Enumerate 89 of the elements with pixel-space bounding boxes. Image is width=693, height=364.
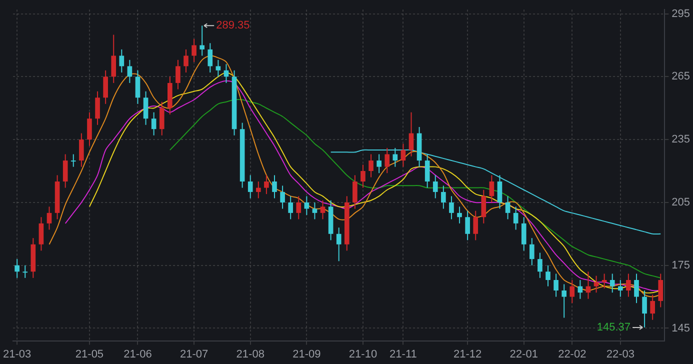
x-tick-label: 22-02 xyxy=(558,348,586,360)
candlestick xyxy=(376,154,382,174)
candlestick xyxy=(449,196,454,220)
candlestick xyxy=(642,290,647,328)
candlestick xyxy=(594,275,599,294)
candlestick xyxy=(111,34,116,84)
candlestick xyxy=(22,264,28,278)
candlestick xyxy=(546,264,550,287)
candlestick xyxy=(360,164,366,188)
candlestick xyxy=(280,185,285,210)
candlestick xyxy=(38,216,44,252)
candlestick xyxy=(143,90,148,126)
x-tick-label: 21-05 xyxy=(75,348,104,360)
candlestick xyxy=(248,174,253,199)
candlestick xyxy=(521,216,526,252)
x-tick-label: 22-03 xyxy=(606,348,634,360)
candlestick xyxy=(602,273,607,289)
y-tick-label: 145 xyxy=(672,322,690,334)
candlestick xyxy=(626,273,631,298)
candlestick xyxy=(46,206,52,230)
candlestick xyxy=(505,196,510,220)
candlestick xyxy=(658,273,664,308)
candlestick xyxy=(159,101,164,136)
candlestick xyxy=(352,174,358,210)
y-tick-label: 265 xyxy=(672,70,690,83)
annotation: 145.37 xyxy=(596,321,631,334)
candlestick xyxy=(368,154,374,178)
candlestick xyxy=(432,174,438,199)
candlestick xyxy=(618,280,623,298)
candlestick xyxy=(256,180,261,199)
candlestick xyxy=(127,59,132,84)
line-series xyxy=(169,99,662,278)
candlestick xyxy=(384,147,390,174)
annotation: 289.35 xyxy=(216,20,250,32)
candlestick xyxy=(87,112,92,146)
candlestick xyxy=(62,154,68,188)
x-tick-label: 21-11 xyxy=(390,348,417,360)
x-tick-label: 21-10 xyxy=(348,348,378,360)
candlestick xyxy=(151,112,156,136)
candlestick xyxy=(562,284,567,318)
candlestick xyxy=(473,210,478,241)
candlestick xyxy=(530,238,534,266)
candlestick xyxy=(634,273,639,304)
candlestick xyxy=(176,59,180,90)
candlestick xyxy=(119,48,124,73)
candlestick xyxy=(264,174,269,195)
candlestick xyxy=(513,206,518,230)
candlestick xyxy=(336,227,342,262)
y-tick-label: 295 xyxy=(672,8,690,20)
candlestick xyxy=(489,174,494,203)
candlestick xyxy=(103,70,108,104)
x-tick-label: 21-12 xyxy=(453,348,482,360)
candlestick xyxy=(95,90,100,126)
candlestick xyxy=(200,25,205,56)
candlestick xyxy=(312,202,318,220)
x-tick-label: 21-08 xyxy=(236,348,264,360)
candlestick xyxy=(554,273,558,298)
x-tick-label: 21-07 xyxy=(180,348,208,360)
candlestick xyxy=(481,189,486,224)
candlestick xyxy=(79,132,84,168)
x-tick-label: 21-03 xyxy=(3,348,32,360)
candlestick xyxy=(465,210,470,241)
y-tick-label: 205 xyxy=(672,196,690,208)
candlestick xyxy=(216,59,221,78)
candlestick xyxy=(272,174,277,199)
candlestick xyxy=(192,38,196,63)
candlestick xyxy=(296,196,302,220)
candlestick xyxy=(538,252,542,278)
x-tick-label: 21-06 xyxy=(124,348,152,360)
candlestick xyxy=(184,48,188,73)
candlestick xyxy=(497,174,502,210)
y-tick-label: 235 xyxy=(672,134,690,146)
y-tick-label: 175 xyxy=(672,259,690,272)
candlestick xyxy=(424,154,430,188)
candlestick xyxy=(570,280,575,304)
candlestick xyxy=(208,42,213,73)
candlestick xyxy=(288,196,293,220)
x-tick-label: 21-09 xyxy=(292,348,321,360)
candlestick xyxy=(400,143,406,168)
candlestick xyxy=(70,154,76,168)
x-tick-label: 22-01 xyxy=(510,348,538,360)
candlestick xyxy=(320,200,326,220)
candlestick xyxy=(408,112,414,157)
candlestick xyxy=(650,294,655,320)
candlestick xyxy=(14,258,20,278)
candlestick xyxy=(457,206,462,224)
candlestick xyxy=(610,273,615,294)
candlestick xyxy=(135,70,140,104)
candlestick xyxy=(441,185,446,210)
